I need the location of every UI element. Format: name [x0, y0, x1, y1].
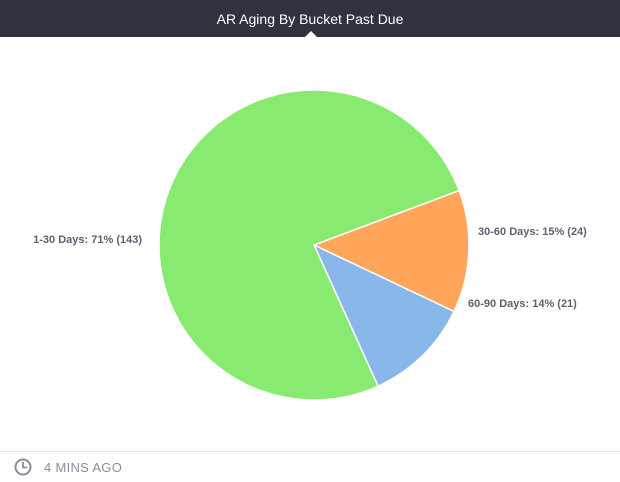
pie-chart: 1-30 Days: 71% (143) 30-60 Days: 15% (24)… — [0, 37, 620, 451]
slice-1-30-days[interactable] — [158, 89, 461, 401]
last-updated-text: 4 MINS AGO — [44, 459, 123, 475]
clock-icon — [14, 458, 32, 476]
slice-60-90-days[interactable] — [312, 243, 456, 388]
footer: 4 MINS AGO — [0, 451, 620, 482]
label-1-30-days: 1-30 Days: 71% (143) — [33, 234, 142, 246]
header-notch — [304, 31, 318, 38]
chart-header: AR Aging By Bucket Past Due — [0, 0, 620, 38]
chart-title: AR Aging By Bucket Past Due — [216, 10, 404, 27]
pie-chart-svg: 1-30 Days: 71% (143) 30-60 Days: 15% (24)… — [33, 89, 587, 401]
label-60-90-days: 60-90 Days: 14% (21) — [468, 298, 577, 310]
slice-30-60-days[interactable] — [312, 189, 470, 313]
label-30-60-days: 30-60 Days: 15% (24) — [478, 226, 587, 238]
